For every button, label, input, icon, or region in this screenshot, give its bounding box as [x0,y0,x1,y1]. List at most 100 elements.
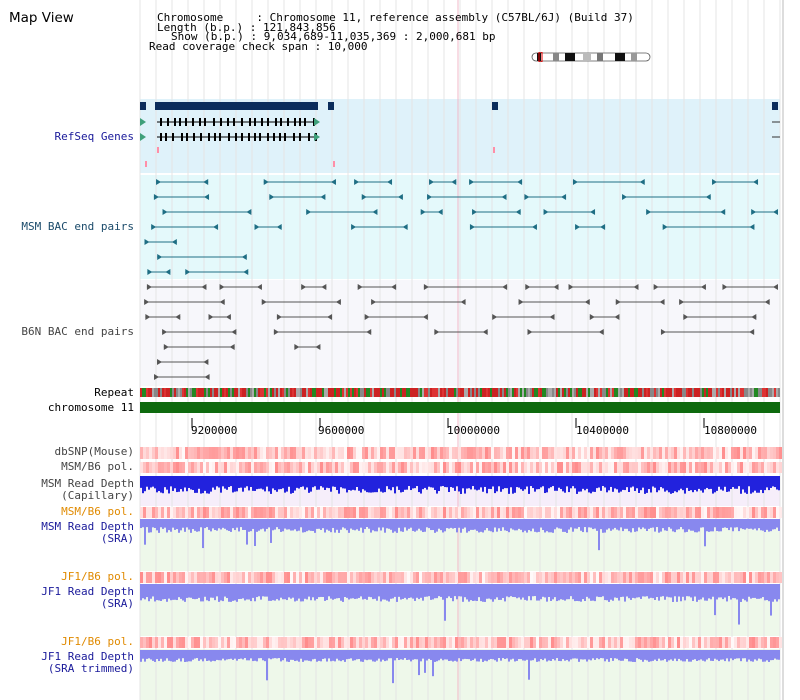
bac-end-arrow-icon [364,314,370,320]
msm-pol-sra-strip [254,507,257,518]
jf1-pol-trim-strip [353,637,356,648]
jf1-depth-sra-label[interactable]: JF1 Read Depth (SRA) [41,586,134,610]
jf1-depth-sra-bar [364,584,366,599]
msm-pol-strip [659,462,662,473]
msm-depth-sra-bar [142,519,144,528]
jf1-pol-trim-strip [533,637,536,648]
jf1-pol-strip [353,572,356,583]
refseq-gene-marker[interactable] [772,102,778,110]
repeat-segment [376,388,378,397]
refseq-exon [273,133,275,141]
repeat-segment [144,388,146,397]
refseq-gene-block[interactable] [155,102,318,110]
jf1-pol-trim-strip [371,637,374,648]
msm-pol-strip [422,462,425,473]
msm-depth-sra-bar [284,519,286,529]
jf1-pol-trim-track-label[interactable]: JF1/B6 pol. [61,635,134,648]
msm-pol-strip [404,462,407,473]
msm-pol-track-label[interactable]: MSM/B6 pol. [61,460,134,473]
jf1-pol-strip [338,572,341,583]
msm-depth-sra-bar [316,519,318,529]
jf1-pol-strip [680,572,683,583]
jf1-pol-strip [746,572,749,583]
dbsnp-strip [245,447,248,459]
dbsnp-track-label[interactable]: dbSNP(Mouse) [54,445,134,458]
jf1-depth-trim-bar [296,650,298,661]
refseq-exon [174,118,176,126]
msm-depth-capillary-bar [368,476,370,493]
msm-pol-sra-strip [176,507,179,518]
msm-depth-sra-bar [184,519,186,532]
jf1-depth-sra-bar [446,584,448,599]
axis-tick-label: 10000000 [447,424,500,437]
msm-depth-sra-bar [286,519,288,530]
msm-depth-capillary-bar [158,476,160,492]
bac-end-arrow-icon [705,194,711,200]
jf1-depth-trim-bar [196,650,198,659]
repeat-segment [518,388,520,397]
msm-depth-capillary-bar [154,476,156,489]
repeat-segment [580,388,582,397]
jf1-depth-trim-label[interactable]: JF1 Read Depth (SRA trimmed) [41,651,134,675]
msm-pol-sra-strip [719,507,722,518]
bac-end-arrow-icon [437,209,443,215]
msm-depth-capillary-label[interactable]: MSM Read Depth (Capillary) [41,478,134,502]
dbsnp-strip [260,447,263,459]
refseq-track-label[interactable]: RefSeq Genes [54,130,134,143]
jf1-pol-strip [617,572,620,583]
jf1-depth-trim-bar [390,650,392,659]
jf1-depth-sra-bar [360,584,362,597]
msm-pol-strip [314,462,317,473]
msm-depth-sra-bar [668,519,670,528]
jf1-pol-trim-strip [413,637,416,648]
jf1-pol-trim-strip [245,637,248,648]
msm-bac-track-label[interactable]: MSM BAC end pairs [21,220,134,233]
msm-pol-sra-strip [557,507,560,518]
msm-pol-sra-strip [698,507,701,518]
msm-depth-sra-bar [352,519,354,530]
repeat-segment [534,388,536,397]
jf1-depth-trim-bar [366,650,368,661]
jf1-depth-trim-bar [254,650,256,661]
jf1-depth-sra-bar [236,584,238,602]
msm-depth-sra-bar [634,519,636,532]
chromosome-bar[interactable] [140,402,780,413]
jf1-pol-strip [551,572,554,583]
jf1-pol-strip [404,572,407,583]
jf1-depth-trim-bar [258,650,260,659]
msm-depth-sra-bar [198,519,200,532]
msm-pol-strip [398,462,401,473]
jf1-depth-sra-bar [752,584,754,598]
msm-pol-sra-track-label[interactable]: MSM/B6 pol. [61,505,134,518]
jf1-depth-sra-bar [492,584,494,602]
jf1-pol-trim-strip [251,637,254,648]
jf1-pol-strip [236,572,239,583]
jf1-pol-track-label[interactable]: JF1/B6 pol. [61,570,134,583]
jf1-depth-sra-bar [694,584,696,597]
msm-depth-capillary-bar [634,476,636,491]
jf1-pol-trim-strip [368,637,371,648]
msm-depth-capillary-subtitle: (Capillary) [61,489,134,502]
msm-depth-capillary-bar [736,476,738,489]
jf1-depth-sra-bar [362,584,364,600]
b6n-bac-track-label[interactable]: B6N BAC end pairs [21,325,134,338]
msm-depth-capillary-bar [776,476,778,490]
msm-depth-sra-bar [384,519,386,533]
jf1-pol-trim-strip [476,637,479,648]
chromosome-ideogram[interactable] [531,52,651,62]
dbsnp-strip [287,447,290,459]
refseq-gene-marker[interactable] [328,102,334,110]
refseq-gene-marker[interactable] [140,102,146,110]
msm-depth-sra-label[interactable]: MSM Read Depth (SRA) [41,521,134,545]
msm-pol-sra-strip [569,507,572,518]
repeat-track-label[interactable]: Repeat [94,386,134,399]
jf1-depth-trim-bar [772,650,774,661]
jf1-depth-sra-bar [464,584,466,598]
msm-pol-sra-strip [578,507,581,518]
refseq-gene-marker[interactable] [492,102,498,110]
msm-pol-strip [698,462,701,473]
repeat-segment [392,388,394,397]
repeat-segment [726,388,728,397]
jf1-depth-sra-bar [748,584,750,597]
msm-pol-sra-strip [485,507,488,518]
